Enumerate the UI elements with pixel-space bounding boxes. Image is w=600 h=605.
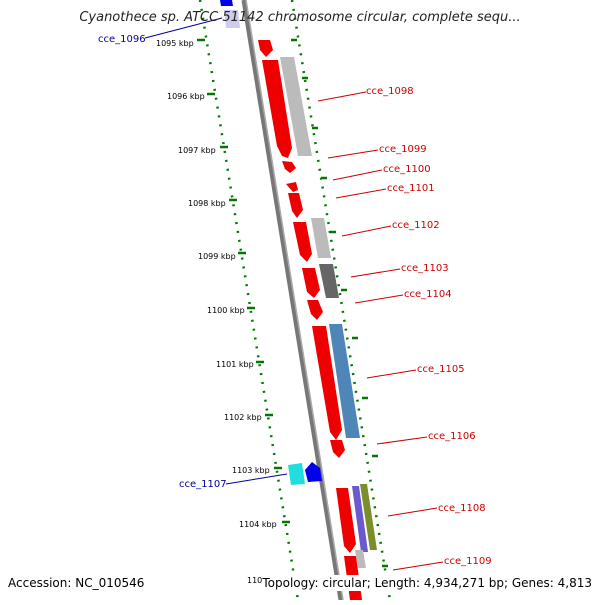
tick-label: 1097 kbp [178,146,216,155]
gene-cds-red-cce-1101[interactable] [288,193,303,218]
gene-label[interactable]: cce_1102 [392,220,440,231]
gene-steelblue-cce-1105[interactable] [329,324,360,438]
gene-cds-red-cce-1099[interactable] [282,161,296,173]
gene-cds-red-cce-1106[interactable] [330,440,345,458]
tick-label: 1104 kbp [239,520,277,529]
gene-cyan-cce-1107[interactable] [288,463,305,485]
tick-label: 110 [247,576,262,585]
cds-red-genes [258,40,362,600]
gene-labels-left: cce_1096 cce_1107 [98,34,227,490]
gene-gray-cce-1109[interactable] [355,550,366,568]
accession-text: Accession: NC_010546 [8,575,145,591]
gene-label[interactable]: cce_1106 [428,431,476,442]
genome-backbone-highlight [245,0,344,601]
gene-cds-red-cce-1098[interactable] [262,60,292,158]
tick-label: 1102 kbp [224,413,262,422]
tick-label: 1098 kbp [188,199,226,208]
gene-gray-cce-1098[interactable] [280,57,312,156]
gene-cce-1096-bar[interactable] [224,10,240,28]
tick-label: 1096 kbp [167,92,205,101]
gene-cds-red-1[interactable] [258,40,273,57]
topology-summary: Topology: circular; Length: 4,934,271 bp… [262,575,592,591]
gene-label[interactable]: cce_1109 [444,556,492,567]
gene-label[interactable]: cce_1108 [438,503,486,514]
gene-cds-red-cce-1103[interactable] [302,268,320,298]
leader-lines-right [317,91,444,571]
gene-blue-cce-1107[interactable] [305,462,322,482]
gene-gray-cce-1102[interactable] [311,218,331,258]
map-title: Cyanothece sp. ATCC 51142 chromosome cir… [79,10,521,25]
gene-blue-small-top[interactable] [220,0,233,6]
genome-backbone [241,0,344,601]
ruler-ticks-right [291,38,388,568]
tick-label: 1101 kbp [216,360,254,369]
gene-cds-red-cce-1104[interactable] [307,300,323,320]
gene-label[interactable]: cce_1103 [401,263,449,274]
gene-cds-red-cce-1102[interactable] [293,222,312,262]
gene-label[interactable]: cce_1100 [383,164,431,175]
gene-label[interactable]: cce_1105 [417,364,465,375]
tick-label: 1095 kbp [156,39,194,48]
ruler-tick-labels: 1095 kbp 1096 kbp 1097 kbp 1098 kbp 1099… [156,39,277,585]
gene-label[interactable]: cce_1107 [179,479,227,490]
gene-darkgray-cce-1103[interactable] [319,264,339,298]
ruler-ticks-left [197,38,290,524]
gene-purple-cce-1108[interactable] [352,486,368,552]
gene-cds-red-cce-1108[interactable] [336,488,356,553]
tick-label: 1100 kbp [207,306,245,315]
gene-cds-red-cce-1100[interactable] [286,182,298,192]
tick-label: 1099 kbp [198,252,236,261]
gene-label[interactable]: cce_1098 [366,86,414,97]
gene-label[interactable]: cce_1099 [379,144,427,155]
gene-label[interactable]: cce_1104 [404,289,452,300]
tick-label: 1103 kbp [232,466,270,475]
gene-label[interactable]: cce_1096 [98,34,146,45]
gene-olive-cce-1108[interactable] [360,484,377,550]
gene-label[interactable]: cce_1101 [387,183,435,194]
leader-lines-left [144,17,288,485]
gene-cds-red-cce-1105[interactable] [312,326,342,440]
gene-labels-right: cce_1098 cce_1099 cce_1100 cce_1101 cce_… [366,86,492,567]
